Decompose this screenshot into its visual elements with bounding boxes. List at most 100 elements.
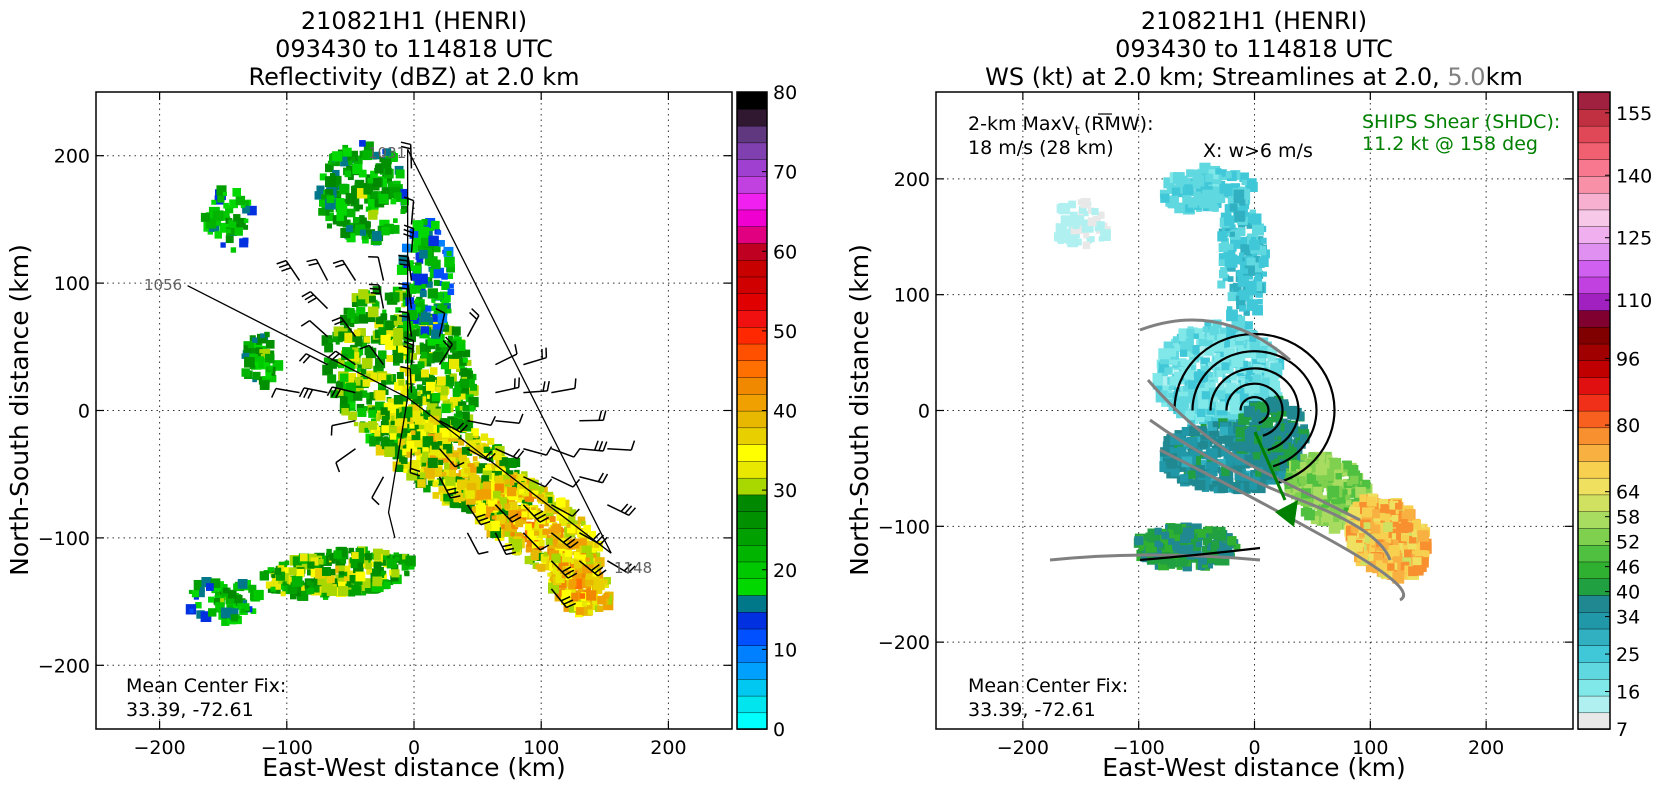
wind-speed-cell xyxy=(1227,536,1237,546)
reflectivity-colorbar-bin xyxy=(736,276,768,294)
reflectivity-cell xyxy=(371,177,382,188)
reflectivity-cell xyxy=(573,601,584,612)
wind-speed-cell xyxy=(1252,304,1263,316)
reflectivity-cell xyxy=(360,369,367,375)
reflectivity-cell xyxy=(359,390,368,398)
reflectivity-cell xyxy=(378,382,383,388)
wind-speed-cell xyxy=(1310,515,1320,525)
wind-speed-colorbar-bin xyxy=(1577,360,1611,378)
wind-barb-feather xyxy=(593,440,599,451)
wind-speed-cell xyxy=(1236,466,1243,473)
reflectivity-cell xyxy=(580,592,590,602)
wind-barb-feather xyxy=(598,410,603,421)
wind-speed-cell xyxy=(1167,538,1175,545)
wind-speed-cell xyxy=(1272,403,1278,409)
wind-barb-feather xyxy=(307,297,317,304)
reflectivity-cell xyxy=(375,390,386,401)
wind-barb-feather xyxy=(624,505,633,514)
wind-speed-cell xyxy=(1188,197,1198,208)
wind-speed-cell xyxy=(1330,513,1340,522)
wind-barb-shaft xyxy=(309,320,329,338)
wind-speed-cell xyxy=(1205,174,1214,183)
wind-barb-feather xyxy=(398,287,409,290)
reflectivity-cell xyxy=(235,217,246,228)
reflectivity-cell xyxy=(496,515,506,525)
wind-speed-cell xyxy=(1320,451,1332,464)
reflectivity-cell xyxy=(214,231,222,239)
wind-speed-cell xyxy=(1202,546,1209,553)
wind-speed-cell xyxy=(1239,256,1249,266)
wind-speed-cell xyxy=(1281,468,1288,475)
wind-barb-feather xyxy=(326,386,333,397)
wind-barb-feather xyxy=(508,513,519,520)
wind-speed-cell xyxy=(1215,168,1222,175)
reflectivity-cell xyxy=(378,573,387,583)
reflectivity-cell xyxy=(402,428,408,434)
reflectivity-cell xyxy=(562,528,567,533)
reflectivity-cell xyxy=(215,602,225,612)
wind-speed-cell xyxy=(1177,396,1189,408)
reflectivity-cell xyxy=(351,293,361,303)
wind-speed-cell xyxy=(1372,529,1384,541)
left-x-tick-label: −200 xyxy=(134,737,186,759)
wind-speed-cell xyxy=(1252,281,1263,292)
reflectivity-colorbar-bin xyxy=(736,376,768,395)
reflectivity-cell xyxy=(506,457,517,468)
reflectivity-cell xyxy=(579,538,587,546)
reflectivity-cell xyxy=(413,265,422,274)
reflectivity-cell xyxy=(317,575,327,586)
right-center-fix-line-2: 33.39, -72.61 xyxy=(968,699,1096,721)
reflectivity-cell xyxy=(243,345,252,353)
reflectivity-cell xyxy=(252,371,261,380)
wind-speed-cell xyxy=(1243,405,1255,417)
reflectivity-cell xyxy=(346,233,356,243)
reflectivity-cell xyxy=(577,516,586,525)
wind-speed-cell xyxy=(1368,547,1375,554)
reflectivity-cell xyxy=(521,511,528,518)
reflectivity-cell xyxy=(287,584,298,594)
wind-speed-cell xyxy=(1175,545,1188,558)
wind-speed-colorbar-bin xyxy=(1577,510,1611,529)
wind-speed-cell xyxy=(1152,373,1163,383)
reflectivity-cell xyxy=(380,570,386,576)
wind-barb-feather xyxy=(620,503,629,513)
wind-barb-feather xyxy=(332,259,343,265)
reflectivity-cell xyxy=(538,540,545,547)
wind-speed-cell xyxy=(1274,424,1287,437)
reflectivity-cell xyxy=(419,290,427,298)
reflectivity-cell xyxy=(405,283,417,294)
wind-speed-cell xyxy=(1385,549,1394,558)
wind-speed-cell xyxy=(1182,385,1194,397)
reflectivity-cell xyxy=(381,380,387,386)
reflectivity-cell xyxy=(429,445,441,457)
reflectivity-cell xyxy=(321,335,333,346)
reflectivity-cell xyxy=(574,552,580,558)
wind-speed-cell xyxy=(1260,377,1270,388)
wind-speed-cell xyxy=(1087,207,1095,214)
reflectivity-cell xyxy=(206,583,214,591)
wind-speed-cell xyxy=(1175,177,1184,187)
reflectivity-cell xyxy=(434,304,439,309)
reflectivity-cell xyxy=(291,576,303,587)
reflectivity-cell xyxy=(421,223,427,230)
reflectivity-cell xyxy=(271,574,276,579)
reflectivity-cell xyxy=(189,608,194,613)
wind-barb-shaft xyxy=(368,344,385,366)
wind-speed-cell xyxy=(1190,365,1196,371)
reflectivity-cell xyxy=(368,204,379,215)
reflectivity-cell xyxy=(338,565,345,572)
reflectivity-cell xyxy=(335,192,340,198)
wind-speed-cell xyxy=(1187,394,1197,404)
reflectivity-cell xyxy=(247,342,254,349)
reflectivity-cell xyxy=(409,423,415,429)
reflectivity-colorbar-bin xyxy=(736,343,768,362)
reflectivity-cell xyxy=(423,484,431,493)
wind-speed-cell xyxy=(1290,466,1296,472)
left-y-tick-label: −200 xyxy=(38,655,90,677)
wind-speed-cell xyxy=(1197,460,1207,470)
wind-speed-cell xyxy=(1165,453,1178,465)
wind-speed-cell xyxy=(1255,470,1262,477)
reflectivity-cell xyxy=(568,604,577,613)
reflectivity-cell xyxy=(332,151,343,162)
wind-barb-feather xyxy=(410,467,421,473)
